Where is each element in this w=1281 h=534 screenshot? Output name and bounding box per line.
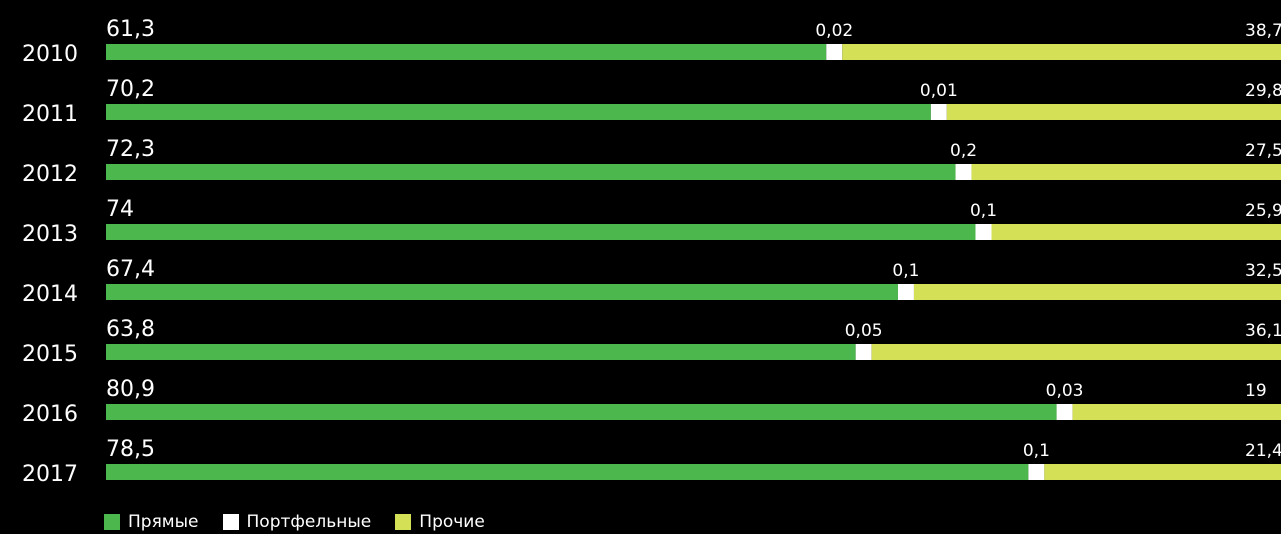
data-label-direct: 80,9	[106, 377, 155, 402]
data-label-other: 38,7	[1245, 21, 1281, 41]
year-label: 2013	[22, 222, 78, 247]
legend-swatch-portfolio	[222, 514, 239, 530]
data-label-portfolio: 0,1	[970, 201, 997, 221]
bar-portfolio	[975, 224, 992, 240]
bar-portfolio	[955, 164, 972, 180]
data-label-direct: 78,5	[106, 437, 155, 462]
legend-swatch-other	[395, 514, 412, 530]
bar-other	[871, 344, 1281, 360]
bar-portfolio	[1056, 404, 1073, 420]
year-label: 2016	[22, 402, 78, 427]
bar-other	[946, 104, 1281, 120]
bar-direct	[106, 44, 827, 60]
year-label: 2011	[22, 102, 78, 127]
data-label-portfolio: 0,05	[845, 321, 883, 341]
data-label-portfolio: 0,02	[815, 21, 853, 41]
data-label-direct: 70,2	[106, 77, 155, 102]
bar-portfolio	[897, 284, 914, 300]
bar-direct	[106, 344, 856, 360]
legend-item-other: Прочие	[395, 512, 485, 532]
bar-direct	[106, 224, 976, 240]
data-label-portfolio: 0,03	[1046, 381, 1084, 401]
bar-direct	[106, 464, 1029, 480]
year-label: 2012	[22, 162, 78, 187]
data-label-other: 29,8	[1245, 81, 1281, 101]
data-label-portfolio: 0,2	[950, 141, 977, 161]
legend-label-direct: Прямые	[128, 512, 199, 532]
data-label-other: 32,5	[1245, 261, 1281, 281]
bar-direct	[106, 404, 1057, 420]
bar-other	[991, 224, 1281, 240]
bar-other	[971, 164, 1281, 180]
bar-other	[1072, 404, 1281, 420]
data-label-direct: 72,3	[106, 137, 155, 162]
data-label-other: 19	[1245, 381, 1267, 401]
data-label-direct: 67,4	[106, 257, 155, 282]
legend-label-portfolio: Портфельные	[246, 512, 372, 532]
data-label-direct: 63,8	[106, 317, 155, 342]
bar-other	[913, 284, 1281, 300]
legend: Прямые Портфельные Прочие	[104, 512, 485, 532]
bar-portfolio	[930, 104, 947, 120]
year-label: 2014	[22, 282, 78, 307]
bar-direct	[106, 284, 898, 300]
bar-other	[842, 44, 1281, 60]
data-label-direct: 74	[106, 197, 134, 222]
legend-item-portfolio: Портфельные	[222, 512, 372, 532]
legend-label-other: Прочие	[419, 512, 485, 532]
data-label-other: 27,5	[1245, 141, 1281, 161]
bar-other	[1044, 464, 1281, 480]
bar-direct	[106, 104, 931, 120]
data-label-portfolio: 0,01	[920, 81, 958, 101]
bar-portfolio	[826, 44, 843, 60]
data-label-other: 25,9	[1245, 201, 1281, 221]
legend-item-direct: Прямые	[104, 512, 199, 532]
bar-portfolio	[1028, 464, 1045, 480]
legend-swatch-direct	[104, 514, 120, 530]
data-label-portfolio: 0,1	[1023, 441, 1050, 461]
bar-portfolio	[855, 344, 872, 360]
year-label: 2017	[22, 462, 78, 487]
data-label-other: 21,4	[1245, 441, 1281, 461]
stacked-bar-chart: 2010 61,3 0,02 38,7 2011 70,2 0,01 29,8 2012 72,3…	[22, 17, 1281, 487]
data-label-portfolio: 0,1	[892, 261, 919, 281]
data-label-other: 36,1	[1245, 321, 1281, 341]
year-label: 2010	[22, 42, 78, 67]
year-label: 2015	[22, 342, 78, 367]
data-label-direct: 61,3	[106, 17, 155, 42]
bar-direct	[106, 164, 956, 180]
